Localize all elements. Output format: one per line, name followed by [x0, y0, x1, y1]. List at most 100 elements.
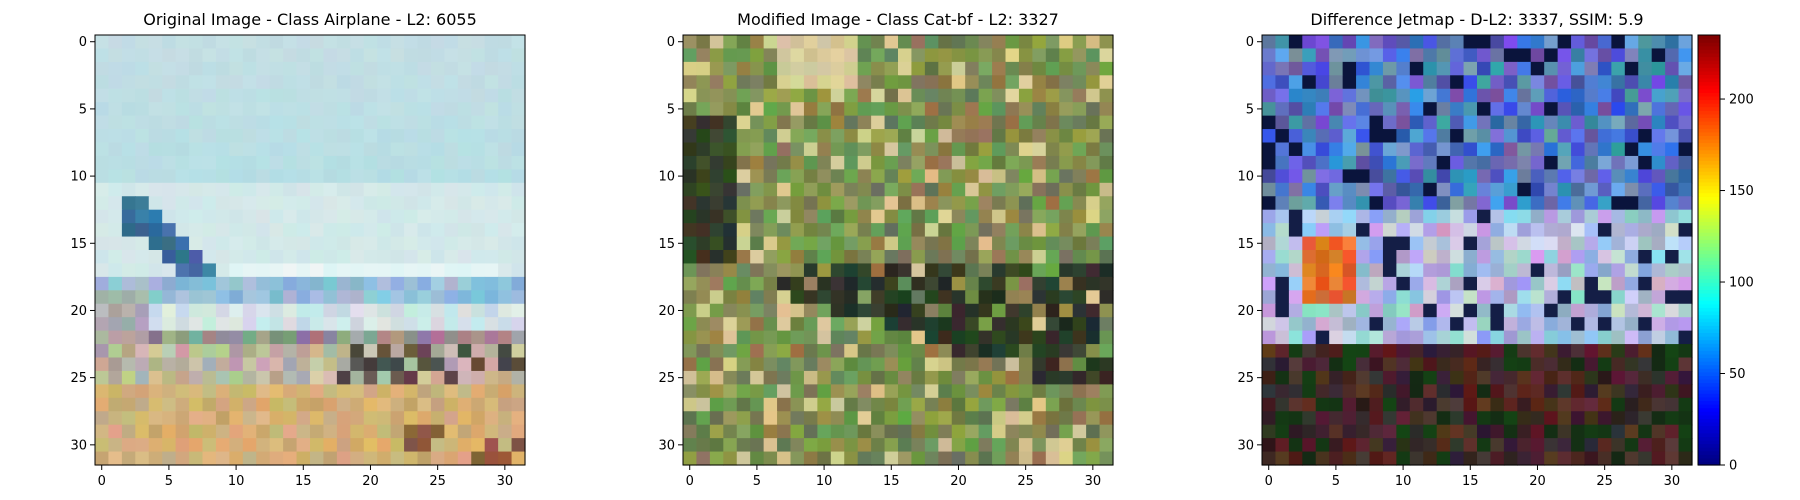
pixel [1018, 357, 1033, 372]
pixel [457, 438, 472, 453]
pixel [242, 263, 257, 278]
pixel [377, 196, 392, 211]
pixel [256, 317, 271, 332]
pixel [444, 330, 459, 345]
panel-2: Modified Image - Class Cat-bf - L2: 3327… [658, 10, 1114, 489]
pixel [763, 344, 778, 359]
pixel [709, 223, 724, 238]
pixel [1018, 115, 1033, 130]
pixel [121, 169, 136, 184]
pixel [736, 276, 751, 291]
pixel [1409, 88, 1424, 103]
pixel [750, 35, 765, 50]
pixel [511, 290, 526, 305]
pixel [777, 357, 792, 372]
pixel [1665, 263, 1680, 278]
pixel [498, 88, 513, 103]
pixel [1356, 35, 1371, 50]
pixel [1072, 236, 1087, 251]
pixel [1624, 88, 1639, 103]
pixel [498, 182, 513, 197]
pixel [978, 276, 993, 291]
pixel [723, 370, 738, 385]
pixel [1584, 182, 1599, 197]
pixel [189, 35, 204, 50]
pixel [444, 182, 459, 197]
pixel [1059, 209, 1074, 224]
pixel [1099, 129, 1114, 144]
pixel [965, 142, 980, 157]
pixel [750, 48, 765, 63]
pixel [108, 129, 123, 144]
pixel [1517, 115, 1532, 130]
pixel [1262, 102, 1277, 117]
pixel [803, 263, 818, 278]
pixel [377, 317, 392, 332]
pixel [430, 370, 445, 385]
pixel [1638, 290, 1653, 305]
pixel [884, 263, 899, 278]
pixel [951, 142, 966, 157]
pixel [444, 303, 459, 318]
pixel [417, 155, 432, 170]
pixel [471, 209, 486, 224]
pixel [1045, 317, 1060, 332]
pixel [884, 276, 899, 291]
pixel [683, 263, 698, 278]
pixel [978, 290, 993, 305]
pixel [511, 129, 526, 144]
colorbar-segment [1698, 214, 1720, 219]
pixel [924, 357, 939, 372]
pixel [1369, 276, 1384, 291]
pixel [1302, 424, 1317, 439]
colorbar-segment [1698, 318, 1720, 323]
pixel [1099, 424, 1114, 439]
pixel [350, 357, 365, 372]
pixel [202, 48, 217, 63]
colorbar-segment [1698, 138, 1720, 144]
pixel [844, 169, 859, 184]
pixel [1450, 155, 1465, 170]
pixel [511, 142, 526, 157]
pixel [162, 75, 177, 90]
pixel [1477, 155, 1492, 170]
pixel [269, 290, 284, 305]
pixel [1275, 35, 1290, 50]
pixel [1329, 397, 1344, 412]
pixel [1032, 330, 1047, 345]
pixel [790, 317, 805, 332]
pixel [471, 196, 486, 211]
pixel [350, 303, 365, 318]
pixel [1032, 129, 1047, 144]
pixel [283, 155, 298, 170]
colorbar-segment [1698, 253, 1720, 258]
pixel [1517, 357, 1532, 372]
pixel [1436, 155, 1451, 170]
pixel [1436, 250, 1451, 265]
pixel [350, 142, 365, 157]
pixel [790, 209, 805, 224]
pixel [884, 451, 899, 466]
pixel [1032, 384, 1047, 399]
pixel [1099, 35, 1114, 50]
pixel [471, 75, 486, 90]
pixel [1005, 236, 1020, 251]
pixel [777, 384, 792, 399]
pixel [1288, 155, 1303, 170]
pixel [1315, 397, 1330, 412]
pixel [1463, 384, 1478, 399]
pixel [1638, 424, 1653, 439]
pixel [1329, 384, 1344, 399]
pixel [242, 182, 257, 197]
pixel [1651, 61, 1666, 76]
pixel [871, 451, 886, 466]
pixel [148, 263, 163, 278]
colorbar-segment [1698, 461, 1720, 466]
pixel [871, 129, 886, 144]
pixel [1086, 236, 1101, 251]
pixel [1530, 142, 1545, 157]
pixel [1490, 102, 1505, 117]
pixel [1275, 411, 1290, 426]
pixel [390, 303, 405, 318]
